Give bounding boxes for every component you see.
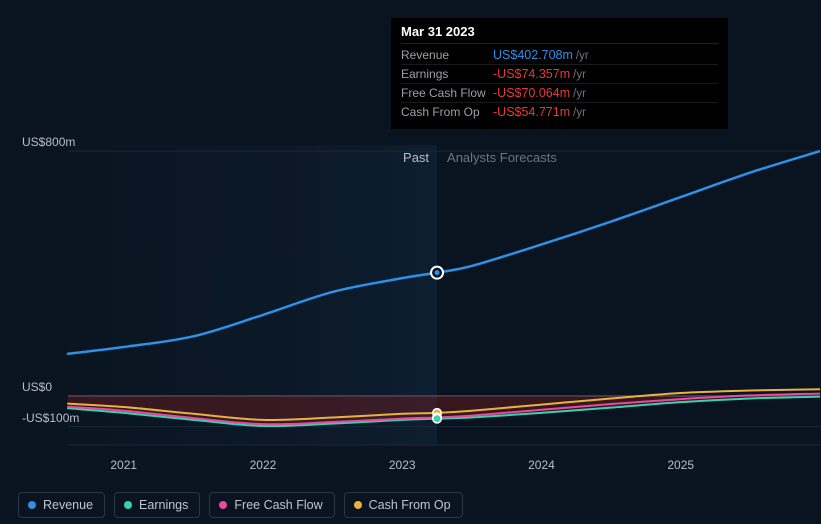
legend-dot-icon — [219, 501, 227, 509]
legend-label: Revenue — [43, 498, 93, 512]
tooltip-row: Free Cash Flow-US$70.064m/yr — [401, 84, 718, 103]
legend-item-fcf[interactable]: Free Cash Flow — [209, 492, 334, 518]
tooltip-date: Mar 31 2023 — [401, 24, 718, 44]
legend-dot-icon — [28, 501, 36, 509]
tooltip-row: Earnings-US$74.357m/yr — [401, 65, 718, 84]
tooltip-value: -US$70.064m — [493, 86, 570, 100]
y-tick-label: US$0 — [22, 380, 52, 394]
tooltip-metric: Free Cash Flow — [401, 86, 493, 100]
legend-item-earnings[interactable]: Earnings — [114, 492, 200, 518]
tooltip-unit: /yr — [573, 69, 586, 81]
legend-dot-icon — [124, 501, 132, 509]
past-label: Past — [403, 150, 429, 165]
tooltip-row: Cash From Op-US$54.771m/yr — [401, 103, 718, 121]
tooltip-metric: Earnings — [401, 67, 493, 81]
tooltip-row: RevenueUS$402.708m/yr — [401, 46, 718, 65]
tooltip-unit: /yr — [573, 88, 586, 100]
x-tick-label: 2022 — [250, 458, 277, 472]
tooltip-unit: /yr — [576, 50, 589, 62]
legend-dot-icon — [354, 501, 362, 509]
x-tick-label: 2024 — [528, 458, 555, 472]
x-tick-label: 2025 — [667, 458, 694, 472]
legend-label: Earnings — [139, 498, 188, 512]
legend-item-cfo[interactable]: Cash From Op — [344, 492, 463, 518]
tooltip-unit: /yr — [573, 107, 586, 119]
x-tick-label: 2023 — [389, 458, 416, 472]
legend-label: Cash From Op — [369, 498, 451, 512]
legend: Revenue Earnings Free Cash Flow Cash From O… — [18, 492, 463, 518]
y-tick-label: -US$100m — [22, 411, 79, 425]
tooltip-metric: Cash From Op — [401, 105, 493, 119]
tooltip-value: -US$74.357m — [493, 67, 570, 81]
tooltip-metric: Revenue — [401, 48, 493, 62]
legend-label: Free Cash Flow — [234, 498, 322, 512]
legend-item-revenue[interactable]: Revenue — [18, 492, 105, 518]
x-tick-label: 2021 — [110, 458, 137, 472]
y-tick-label: US$800m — [22, 135, 75, 149]
tooltip-value: -US$54.771m — [493, 105, 570, 119]
data-tooltip: Mar 31 2023 RevenueUS$402.708m/yrEarning… — [391, 18, 728, 129]
tooltip-value: US$402.708m — [493, 48, 573, 62]
forecast-label: Analysts Forecasts — [447, 150, 557, 165]
